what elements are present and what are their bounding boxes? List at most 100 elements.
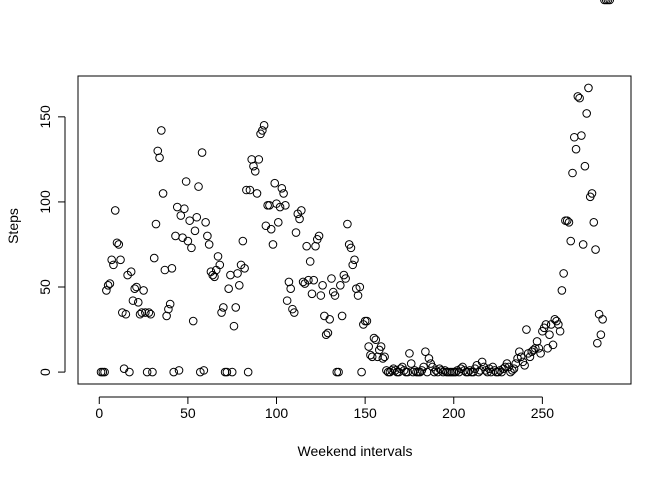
data-point: [302, 241, 311, 251]
data-point: [146, 309, 155, 319]
data-point: [176, 211, 186, 220]
data-point: [107, 255, 116, 265]
data-point: [566, 236, 576, 246]
x-tick-label: 200: [442, 405, 466, 421]
data-point: [438, 367, 448, 377]
data-point: [226, 270, 235, 280]
data-point: [286, 284, 295, 294]
data-point: [291, 228, 301, 237]
data-point: [265, 201, 274, 210]
data-point: [160, 265, 170, 275]
data-point: [405, 349, 414, 358]
data-point: [110, 206, 120, 215]
data-point: [103, 281, 113, 290]
data-point: [242, 185, 251, 195]
data-point: [282, 296, 292, 305]
data-point: [188, 316, 198, 326]
data-point: [183, 236, 193, 246]
data-point: [252, 189, 262, 198]
data-point: [249, 161, 258, 171]
x-tick-label: 250: [531, 405, 555, 421]
data-point: [250, 166, 260, 176]
data-point: [116, 255, 125, 265]
data-point: [463, 367, 473, 377]
x-tick-label: 50: [180, 405, 196, 421]
data-point: [575, 93, 584, 103]
data-point: [555, 326, 565, 336]
data-point: [569, 132, 579, 142]
data-point: [281, 201, 290, 210]
data-point: [594, 309, 604, 319]
data-point: [353, 291, 363, 300]
data-point: [543, 343, 552, 353]
y-tick-label: 50: [37, 279, 53, 295]
data-point: [297, 206, 306, 215]
data-point: [268, 240, 278, 249]
y-tick-label: 100: [37, 190, 53, 214]
data-point: [564, 218, 574, 227]
data-point: [222, 367, 232, 377]
data-point: [332, 367, 342, 377]
data-point: [238, 236, 248, 246]
x-tick-label: 150: [353, 405, 377, 421]
data-point: [520, 360, 529, 370]
data-point: [233, 269, 242, 278]
data-point: [130, 284, 140, 294]
data-point: [178, 233, 187, 242]
data-point: [102, 286, 111, 295]
data-point: [589, 218, 599, 227]
data-point: [325, 315, 334, 324]
data-point: [577, 131, 586, 140]
data-point: [270, 178, 280, 188]
data-point: [406, 359, 416, 368]
x-axis-label: Weekend intervals: [298, 443, 413, 459]
data-point: [593, 338, 602, 348]
data-point: [341, 274, 350, 283]
data-point: [546, 320, 556, 329]
data-point: [534, 343, 544, 353]
data-point: [133, 298, 143, 307]
data-point: [584, 83, 593, 93]
data-point: [125, 367, 134, 377]
data-point: [121, 309, 131, 319]
data-point: [204, 240, 214, 249]
data-point: [571, 144, 581, 154]
data-point: [380, 352, 389, 362]
data-point: [105, 279, 115, 288]
data-point: [187, 243, 196, 253]
data-point: [258, 126, 267, 135]
data-point: [181, 177, 191, 186]
plot-frame: [77, 75, 632, 385]
data-point: [507, 366, 517, 375]
y-tick-label: 0: [37, 368, 53, 376]
data-point: [350, 255, 359, 265]
data-point: [305, 257, 315, 266]
data-point: [137, 308, 147, 317]
x-tick-label: 0: [95, 405, 103, 421]
data-point: [336, 281, 345, 290]
data-point: [114, 240, 124, 249]
data-point: [240, 263, 249, 273]
data-point: [557, 286, 567, 295]
data-point: [568, 168, 577, 178]
data-point: [578, 240, 588, 249]
data-point: [213, 252, 223, 261]
data-point: [126, 267, 136, 276]
data-point: [157, 126, 166, 135]
data-point: [369, 333, 379, 343]
data-point: [263, 201, 272, 210]
data-point: [112, 238, 122, 248]
data-point: [536, 349, 545, 358]
data-point: [298, 277, 308, 287]
data-point: [408, 367, 418, 377]
data-point: [362, 316, 372, 326]
data-point: [234, 281, 244, 290]
data-point: [266, 224, 276, 234]
data-point: [348, 260, 358, 270]
data-point: [598, 315, 607, 324]
data-point: [330, 291, 340, 300]
data-point: [587, 189, 597, 198]
data-point: [224, 284, 233, 294]
data-point: [155, 153, 164, 162]
